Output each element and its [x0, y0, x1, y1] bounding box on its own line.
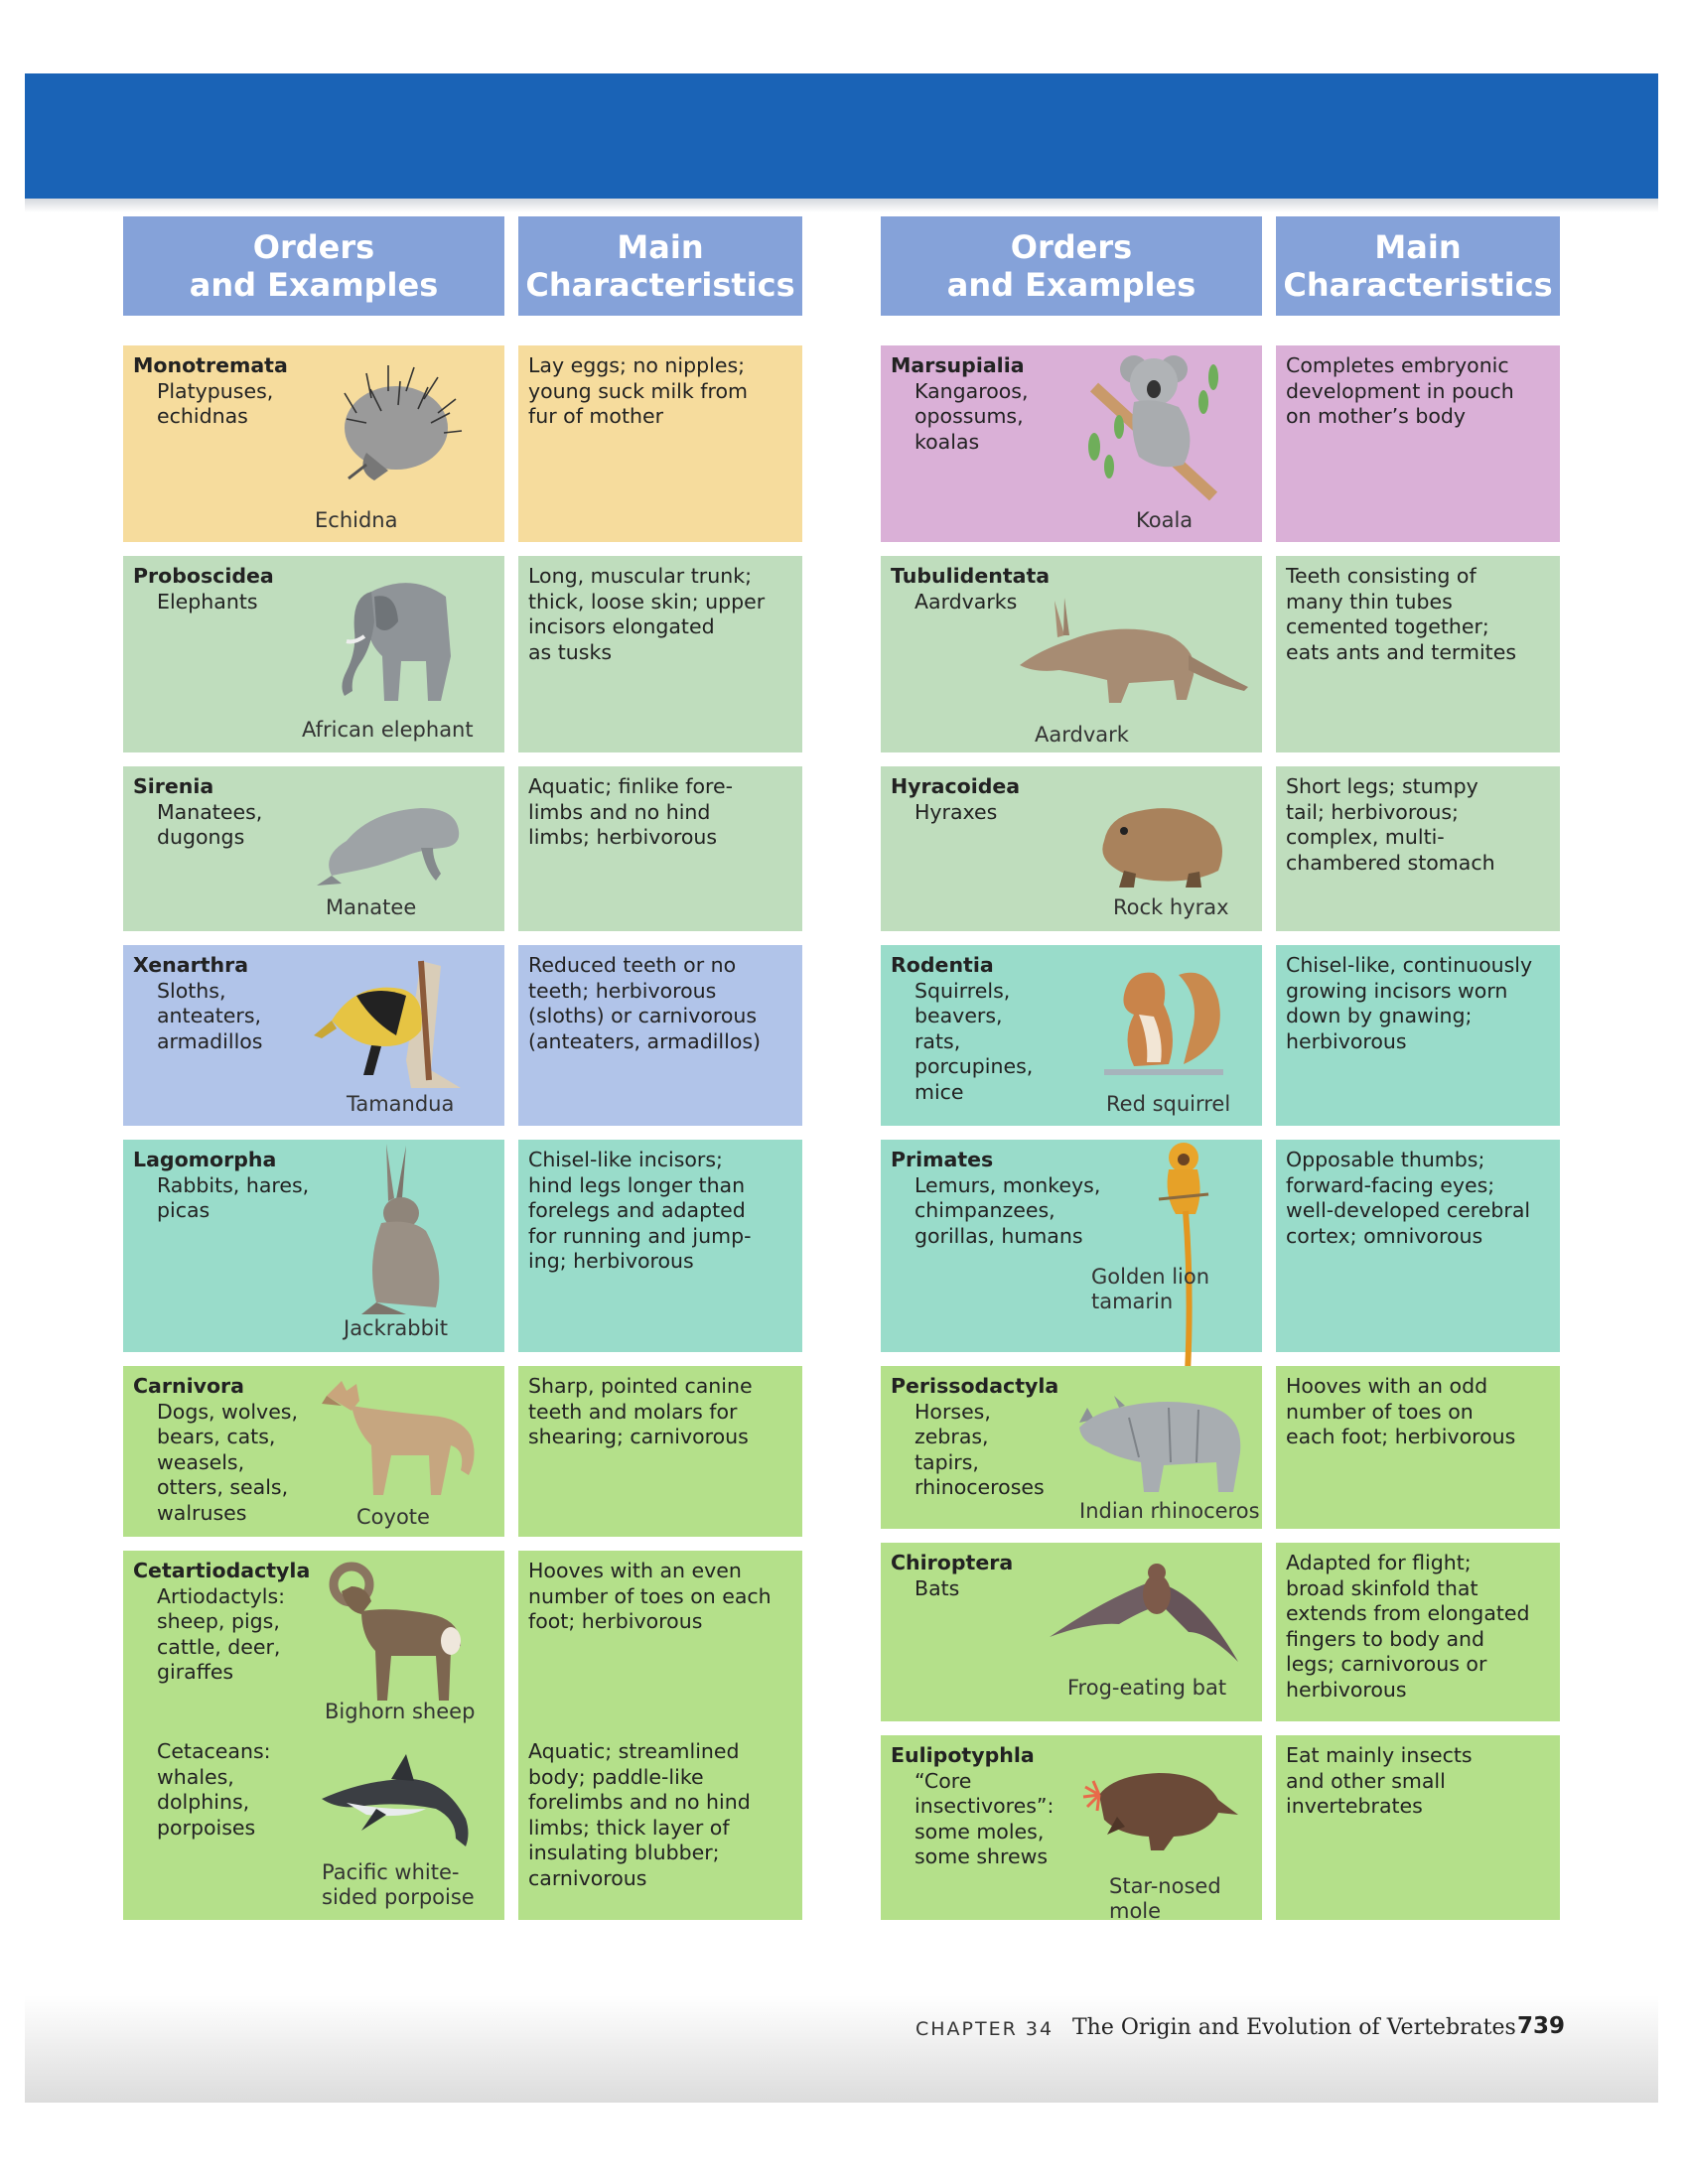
- header-orders-right: Orders and Examples: [881, 216, 1262, 316]
- porpoise-illustration: [322, 1754, 469, 1846]
- characteristics-cell-marsupialia: Completes embryonic development in pouch…: [1276, 345, 1560, 542]
- rhinoceros-illustration: [1079, 1396, 1241, 1492]
- order-cell-hyracoidea: Hyracoidea Hyraxes Rock hyrax: [881, 766, 1262, 931]
- bat-illustration: [1050, 1564, 1238, 1662]
- order-cell-chiroptera: Chiroptera Bats Frog-eating bat: [881, 1543, 1262, 1721]
- order-cell-lagomorpha: Lagomorpha Rabbits, hares, picas Jackrab…: [123, 1140, 504, 1352]
- characteristics-cell-monotremata: Lay eggs; no nipples; young suck milk fr…: [518, 345, 802, 542]
- order-cell-xenarthra: Xenarthra Sloths, anteaters, armadillos …: [123, 945, 504, 1126]
- header-characteristics-left: Main Characteristics: [518, 216, 802, 316]
- star-nosed-mole-illustration: [1082, 1773, 1238, 1850]
- bighorn-sheep-illustration: [329, 1562, 461, 1701]
- characteristics-cell-perissodactyla: Hooves with an odd number of toes on eac…: [1276, 1366, 1560, 1529]
- characteristics-cell-carnivora: Sharp, pointed canine teeth and molars f…: [518, 1366, 802, 1537]
- characteristics-cell-xenarthra: Reduced teeth or no teeth; herbivorous (…: [518, 945, 802, 1126]
- characteristics-cell-sirenia: Aquatic; finlike fore- limbs and no hind…: [518, 766, 802, 931]
- characteristics-cell-eulipotyphla: Eat mainly insects and other small inver…: [1276, 1735, 1560, 1920]
- aardvark-illustration: [1020, 598, 1248, 703]
- jackrabbit-illustration: [361, 1144, 440, 1314]
- characteristics-cell-rodentia: Chisel-like, continuously growing inciso…: [1276, 945, 1560, 1126]
- characteristics-cell-proboscidea: Long, muscular trunk; thick, loose skin;…: [518, 556, 802, 752]
- squirrel-illustration: [1104, 972, 1223, 1075]
- banner-shadow: [25, 199, 1658, 212]
- order-cell-perissodactyla: Perissodactyla Horses, zebras, tapirs, r…: [881, 1366, 1262, 1529]
- order-cell-primates: Primates Lemurs, monkeys, chimpanzees, g…: [881, 1140, 1262, 1374]
- order-cell-proboscidea: Proboscidea Elephants African elephant: [123, 556, 504, 752]
- order-cell-marsupialia: Marsupialia Kangaroos, opossums, koalas …: [881, 345, 1262, 542]
- characteristics-cell-tubulidentata: Teeth consisting of many thin tubes ceme…: [1276, 556, 1560, 752]
- footer-chapter: CHAPTER 34: [915, 2018, 1055, 2040]
- echidna-illustration: [344, 365, 463, 480]
- manatee-illustration: [317, 808, 460, 886]
- top-banner: [25, 73, 1658, 199]
- header-characteristics-right: Main Characteristics: [1276, 216, 1560, 316]
- order-cell-rodentia: Rodentia Squirrels, beavers, rats, porcu…: [881, 945, 1262, 1126]
- tamandua-illustration: [314, 960, 461, 1088]
- coyote-illustration: [322, 1381, 475, 1495]
- elephant-illustration: [342, 583, 451, 701]
- order-cell-sirenia: Sirenia Manatees, dugongs Manatee: [123, 766, 504, 931]
- page-number: 739: [1517, 2013, 1566, 2039]
- order-cell-monotremata: Monotremata Platypuses, echidnas Echidna: [123, 345, 504, 542]
- order-cell-cetartiodactyla: Cetartiodactyla Artiodactyls: sheep, pig…: [123, 1551, 504, 1920]
- header-orders-left: Orders and Examples: [123, 216, 504, 316]
- characteristics-cell-primates: Opposable thumbs; forward-facing eyes; w…: [1276, 1140, 1560, 1352]
- hyrax-illustration: [1102, 808, 1222, 887]
- characteristics-cell-cetartiodactyla: Hooves with an even number of toes on ea…: [518, 1551, 802, 1920]
- footer-title: The Origin and Evolution of Vertebrates: [1072, 2015, 1516, 2040]
- characteristics-cell-lagomorpha: Chisel-like incisors; hind legs longer t…: [518, 1140, 802, 1352]
- koala-illustration: [1088, 355, 1218, 501]
- order-cell-eulipotyphla: Eulipotyphla “Core insectivores”: some m…: [881, 1735, 1262, 1923]
- order-cell-tubulidentata: Tubulidentata Aardvarks Aardvark: [881, 556, 1262, 752]
- characteristics-cell-chiroptera: Adapted for flight; broad skinfold that …: [1276, 1543, 1560, 1721]
- order-cell-carnivora: Carnivora Dogs, wolves, bears, cats, wea…: [123, 1366, 504, 1537]
- footer-band: [25, 1995, 1658, 2103]
- characteristics-cell-hyracoidea: Short legs; stumpy tail; herbivorous; co…: [1276, 766, 1560, 931]
- tamarin-illustration: [1158, 1143, 1209, 1374]
